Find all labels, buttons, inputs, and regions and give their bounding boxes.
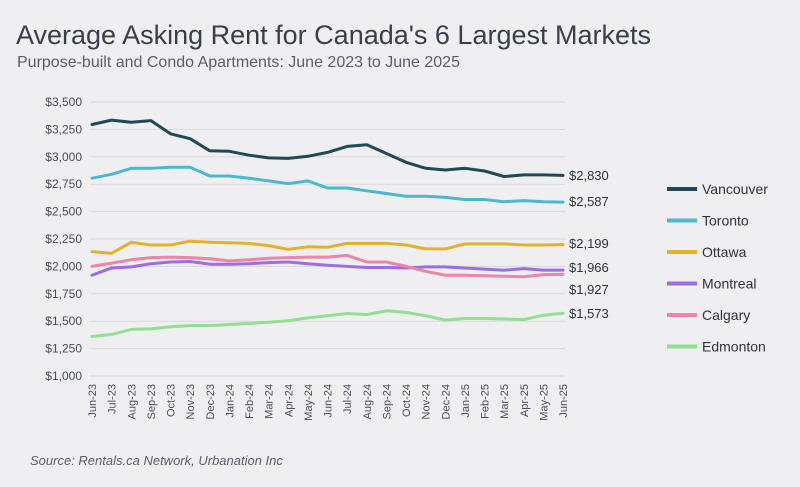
series-line-vancouver [90,118,565,178]
chart-title: Average Asking Rent for Canada's 6 Large… [16,20,652,50]
x-tick-label: Jan-25 [460,384,472,418]
x-tick-label: Sep-24 [381,384,393,419]
x-tick-label: Apr-24 [283,384,295,417]
end-label-calgary: $1,927 [569,282,609,297]
x-tick-label: Nov-23 [185,384,197,419]
y-tick-label: $1,250 [45,342,82,356]
end-value-labels: $2,830 $2,587 $2,199 $1,966 $1,927 $1,573 [569,168,609,321]
y-axis-ticks: $1,000 $1,250 $1,500 $1,750 $2,000 $2,250 $2,5… [45,95,82,383]
x-tick-label: May-24 [303,384,315,421]
end-label-montreal: $1,966 [569,260,609,275]
y-tick-label: $2,750 [45,177,82,191]
x-axis-ticks: Jun-23 Jul-23 Aug-23 Sep-23 Oct-23 Nov-23 Dec-… [87,384,570,421]
y-tick-label: $1,750 [45,287,82,301]
end-label-edmonton: $1,573 [569,306,609,321]
y-tick-label: $3,500 [45,95,82,109]
legend-label-toronto: Toronto [702,213,749,229]
x-tick-label: Jul-23 [107,384,119,414]
x-tick-label: Jun-23 [87,384,99,418]
chart-subtitle: Purpose-built and Condo Apartments: June… [17,54,460,71]
legend-label-edmonton: Edmonton [702,339,766,355]
x-tick-label: Nov-24 [421,384,433,419]
x-tick-label: Jan-24 [224,384,236,418]
x-tick-label: Oct-24 [401,384,413,417]
legend: Vancouver Toronto Ottawa Montreal Calgary Edm… [667,181,768,355]
x-tick-label: Mar-24 [264,384,276,419]
y-tick-label: $3,250 [45,122,82,136]
legend-label-vancouver: Vancouver [702,181,768,197]
legend-label-ottawa: Ottawa [702,244,747,260]
x-tick-label: Oct-23 [166,384,178,417]
y-tick-label: $2,250 [45,232,82,246]
x-tick-label: Dec-23 [205,384,217,419]
x-tick-label: Jun-24 [323,384,335,418]
x-tick-label: Mar-25 [499,384,511,419]
end-label-ottawa: $2,199 [569,236,609,251]
x-tick-label: Feb-24 [244,384,256,419]
x-tick-label: May-25 [538,384,550,421]
y-tick-label: $2,000 [45,259,82,273]
series-line-montreal [90,260,565,277]
y-tick-label: $1,000 [45,369,82,383]
legend-label-calgary: Calgary [702,307,750,323]
x-tick-label: Feb-25 [480,384,492,419]
y-tick-label: $2,500 [45,205,82,219]
end-label-toronto: $2,587 [569,194,609,209]
grid-lines [90,101,565,377]
x-tick-label: Apr-25 [519,384,531,417]
series-line-ottawa [90,239,565,255]
source-note: Source: Rentals.ca Network, Urbanation I… [30,453,283,468]
end-label-vancouver: $2,830 [569,168,609,183]
series-lines [90,118,565,338]
y-tick-label: $1,500 [45,314,82,328]
x-tick-label: Aug-24 [362,384,374,419]
series-line-toronto [90,165,565,204]
x-tick-label: Jun-25 [558,384,570,418]
legend-label-montreal: Montreal [702,276,756,292]
series-line-calgary [90,253,565,279]
x-tick-label: Dec-24 [440,384,452,419]
series-line-edmonton [90,309,565,338]
y-tick-label: $3,000 [45,150,82,164]
x-tick-label: Aug-23 [126,384,138,419]
x-tick-label: Sep-23 [146,384,158,419]
x-tick-label: Jul-24 [342,384,354,414]
